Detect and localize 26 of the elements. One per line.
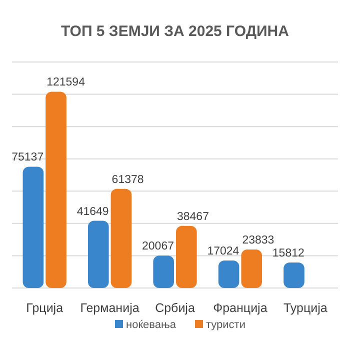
data-label: 17024 (207, 246, 240, 258)
bar (284, 262, 304, 288)
bar (153, 256, 174, 288)
chart-title: ТОП 5 ЗЕМЈИ ЗА 2025 ГОДИНА (61, 23, 290, 40)
bar (218, 260, 240, 288)
bar (22, 166, 44, 288)
data-label: 20067 (142, 240, 174, 253)
legend-label: ноќевања (126, 319, 177, 331)
data-label: 75137 (12, 152, 44, 164)
bar (110, 188, 132, 288)
bar (176, 226, 197, 288)
x-tick-label: Германија (80, 301, 140, 315)
data-label: 15812 (272, 247, 304, 260)
data-label: 61378 (112, 174, 144, 186)
x-tick-label: Турција (283, 301, 328, 315)
data-label: 23833 (242, 234, 274, 247)
x-tick-label: Грција (26, 301, 64, 315)
bar (46, 92, 66, 288)
data-label: 121594 (46, 76, 86, 89)
legend-label: туристи (206, 319, 246, 331)
data-label: 38467 (177, 210, 209, 223)
x-tick-label: Србија (155, 301, 195, 315)
data-label: 41649 (76, 206, 109, 218)
bar (88, 220, 109, 288)
bar (241, 250, 262, 288)
x-tick-label: Франција (213, 301, 268, 315)
